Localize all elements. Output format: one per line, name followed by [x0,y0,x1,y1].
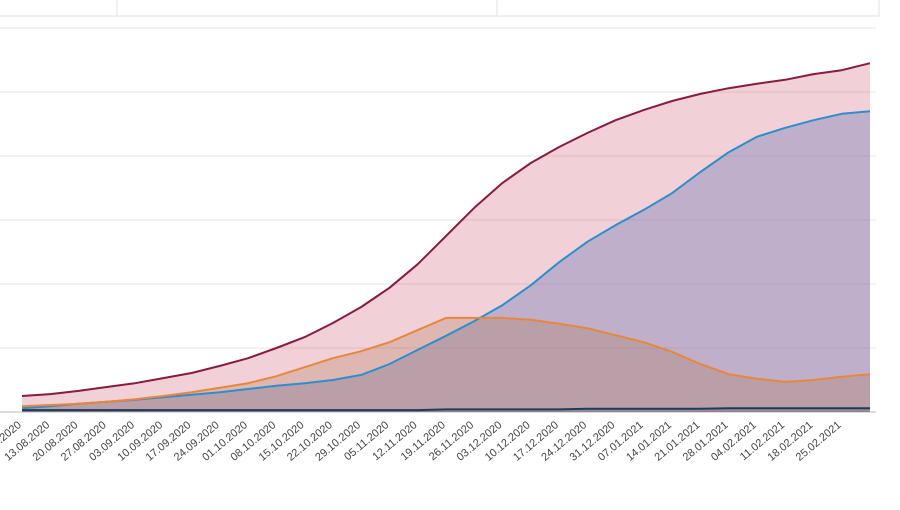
series-line [21,110,871,410]
series-area [22,111,870,412]
series-line [21,62,871,397]
series-line [22,407,870,412]
top-panel [0,0,880,17]
series-area [22,317,870,412]
series-line [21,316,871,408]
series-area [22,63,870,412]
